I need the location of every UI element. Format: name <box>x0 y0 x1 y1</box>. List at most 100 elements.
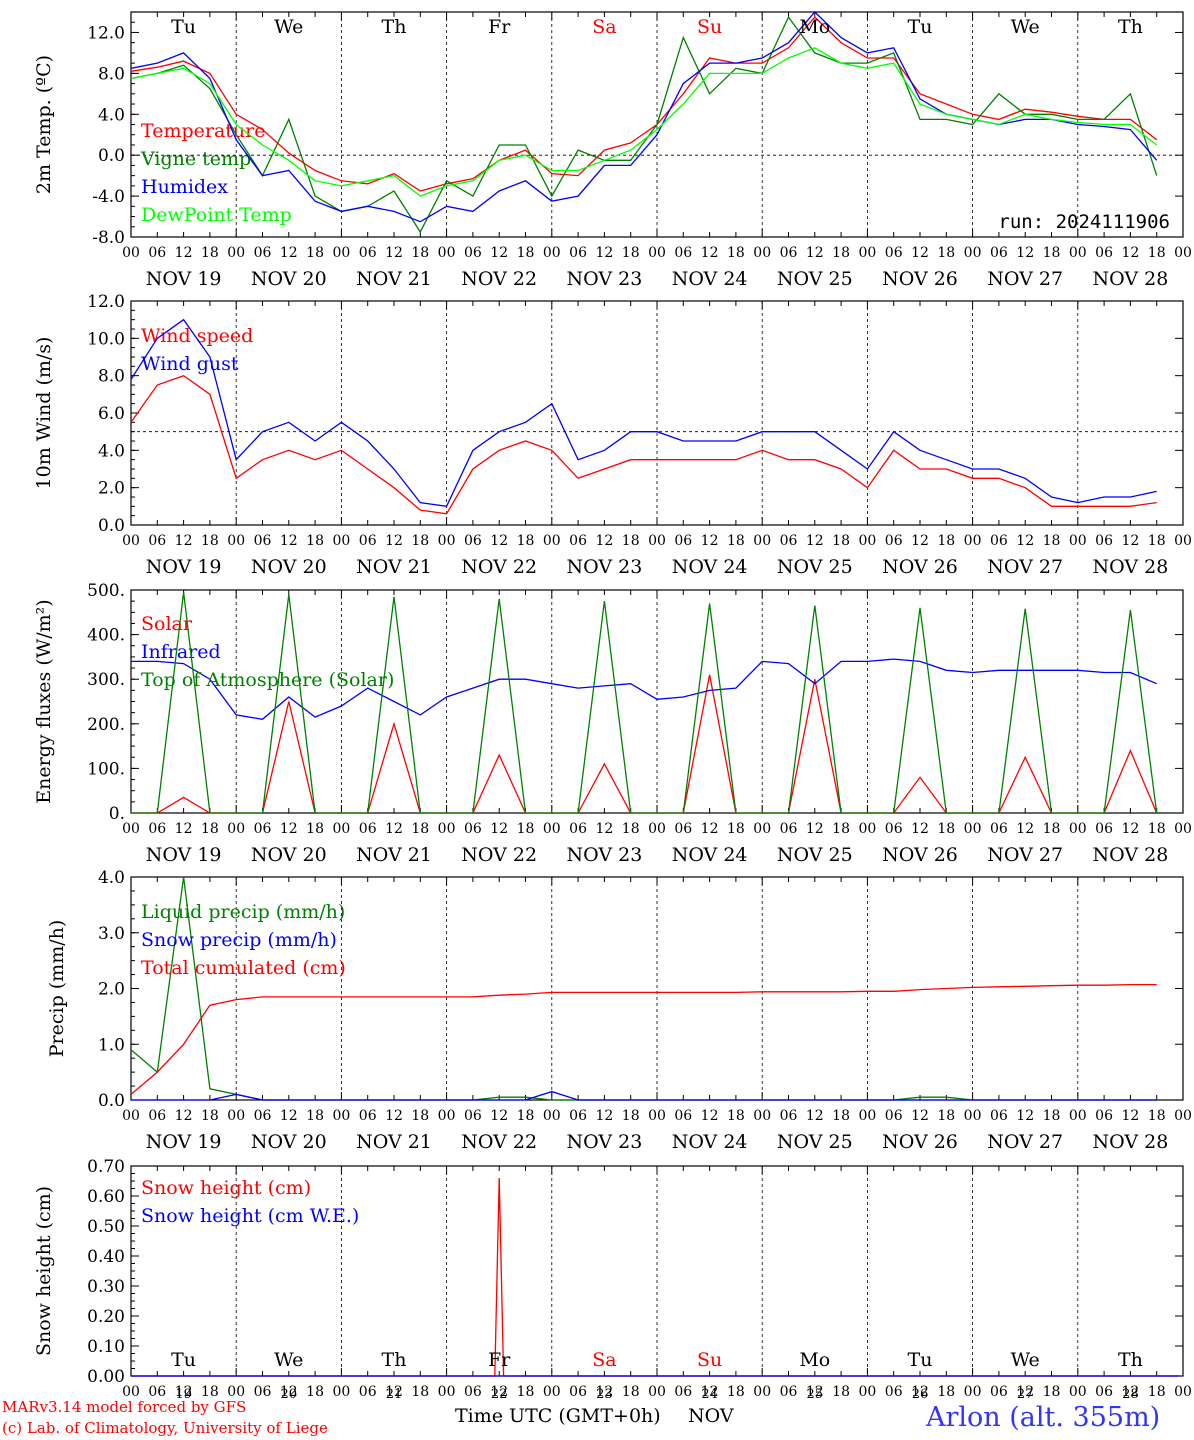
panel-1: -8.0 -4.0 0.0 4.0 8.0 12.0 2m Temp. (ºC) Temper… <box>33 11 1192 290</box>
x-tick-label: 18 <box>1148 1108 1166 1124</box>
x-tick-label: 06 <box>674 533 692 549</box>
x-tick-label: 06 <box>1095 1108 1113 1124</box>
x-tick-label: 12 <box>806 821 824 837</box>
date-label: NOV 26 <box>882 844 958 866</box>
y-tick-label: 8.0 <box>98 367 125 387</box>
x-tick-label: 06 <box>1095 533 1113 549</box>
x-tick-label: 18 <box>306 533 324 549</box>
x-tick-label: 00 <box>858 821 876 837</box>
day-number-label: 28 <box>1122 1387 1139 1402</box>
x-tick-label: 00 <box>1069 245 1087 261</box>
x-tick-label: 00 <box>964 533 982 549</box>
date-label: NOV 27 <box>987 556 1063 578</box>
x-tick-label: 18 <box>1043 245 1061 261</box>
x-tick-label: 18 <box>937 1108 955 1124</box>
day-abbr-label: Th <box>1118 16 1143 38</box>
x-tick-label: 12 <box>175 533 193 549</box>
x-tick-label: 06 <box>885 533 903 549</box>
date-label: NOV 20 <box>251 844 327 866</box>
plot-frame <box>130 300 1184 526</box>
x-tick-label: 06 <box>885 1108 903 1124</box>
series-line-solar <box>131 674 1158 814</box>
x-tick-label: 06 <box>674 821 692 837</box>
y-axis-label: 2m Temp. (ºC) <box>33 55 55 194</box>
date-label: NOV 26 <box>882 268 958 290</box>
y-axis-label: Energy fluxes (W/m²) <box>33 599 55 803</box>
y-tick-label: 0. <box>109 804 125 824</box>
x-tick-label: 00 <box>964 1384 982 1400</box>
date-label: NOV 23 <box>566 1131 642 1153</box>
x-tick-label: 18 <box>201 1384 219 1400</box>
legend-entry: Wind speed <box>141 325 253 347</box>
day-abbr-label: Tu <box>908 1349 933 1371</box>
legend-entry: Total cumulated (cm) <box>141 957 346 979</box>
x-tick-label: 06 <box>990 533 1008 549</box>
series-line-total-cumulated-cm- <box>130 983 1157 1095</box>
x-tick-label: 12 <box>1121 533 1139 549</box>
x-tick-label: 00 <box>1069 821 1087 837</box>
y-tick-label: 2.0 <box>98 479 125 499</box>
x-tick-label: 18 <box>832 1108 850 1124</box>
legend-entry: Humidex <box>141 176 228 198</box>
day-abbr-label: Su <box>697 1349 722 1371</box>
x-tick-label: 00 <box>964 821 982 837</box>
x-tick-label: 00 <box>543 1108 561 1124</box>
day-abbr-label: Fr <box>488 1349 511 1371</box>
date-label: NOV 27 <box>987 1131 1063 1153</box>
x-tick-label: 06 <box>990 1108 1008 1124</box>
series-line-vigne-temp <box>130 15 1158 234</box>
x-tick-label: 18 <box>622 1384 640 1400</box>
x-tick-label: 18 <box>832 245 850 261</box>
date-label: NOV 24 <box>672 1131 748 1153</box>
x-tick-label: 06 <box>674 245 692 261</box>
x-tick-label: 18 <box>832 821 850 837</box>
x-tick-label: 18 <box>306 245 324 261</box>
x-tick-label: 00 <box>227 1384 245 1400</box>
x-tick-label: 12 <box>1121 1384 1139 1400</box>
x-tick-label: 12 <box>911 533 929 549</box>
date-label: NOV 21 <box>356 556 432 578</box>
y-tick-label: 4.0 <box>98 441 125 461</box>
day-abbr-label: Tu <box>171 1349 196 1371</box>
y-axis-label: Precip (mm/h) <box>46 920 68 1058</box>
x-tick-label: 00 <box>753 1384 771 1400</box>
x-tick-label: 18 <box>1148 821 1166 837</box>
x-tick-label: 06 <box>464 1384 482 1400</box>
date-label: NOV 25 <box>777 844 853 866</box>
x-tick-label: 06 <box>464 533 482 549</box>
x-tick-label: 06 <box>254 533 272 549</box>
y-tick-label: 0.00 <box>87 1367 125 1387</box>
x-tick-label: 12 <box>490 1108 508 1124</box>
y-tick-label: 0.0 <box>98 146 125 166</box>
x-tick-label: 00 <box>753 245 771 261</box>
x-tick-label: 12 <box>806 1384 824 1400</box>
x-tick-label: 06 <box>569 821 587 837</box>
x-tick-label: 18 <box>1148 533 1166 549</box>
y-tick-label: 4.0 <box>98 105 125 125</box>
x-tick-label: 06 <box>359 1384 377 1400</box>
x-tick-label: 12 <box>385 245 403 261</box>
x-tick-label: 12 <box>911 1108 929 1124</box>
x-tick-label: 06 <box>464 245 482 261</box>
x-tick-label: 12 <box>175 1384 193 1400</box>
y-tick-label: 200. <box>87 715 125 735</box>
x-tick-label: 18 <box>937 821 955 837</box>
y-axis-label: Snow height (cm) <box>33 1186 55 1356</box>
x-tick-label: 18 <box>727 1108 745 1124</box>
date-label: NOV 24 <box>672 844 748 866</box>
x-tick-label: 18 <box>727 245 745 261</box>
legend-entry: DewPoint Temp <box>141 204 292 226</box>
series-line-snow-precip-mm-h- <box>131 1090 1157 1101</box>
x-tick-label: 06 <box>148 245 166 261</box>
x-tick-label: 12 <box>911 1384 929 1400</box>
day-number-label: 21 <box>386 1387 403 1402</box>
day-abbr-label: Sa <box>592 16 616 38</box>
x-tick-label: 00 <box>332 1108 350 1124</box>
x-tick-label: 18 <box>727 533 745 549</box>
x-tick-label: 18 <box>1148 1384 1166 1400</box>
x-tick-label: 06 <box>569 533 587 549</box>
y-tick-label: 100. <box>87 759 125 779</box>
x-tick-label: 00 <box>648 821 666 837</box>
x-tick-label: 18 <box>201 1108 219 1124</box>
